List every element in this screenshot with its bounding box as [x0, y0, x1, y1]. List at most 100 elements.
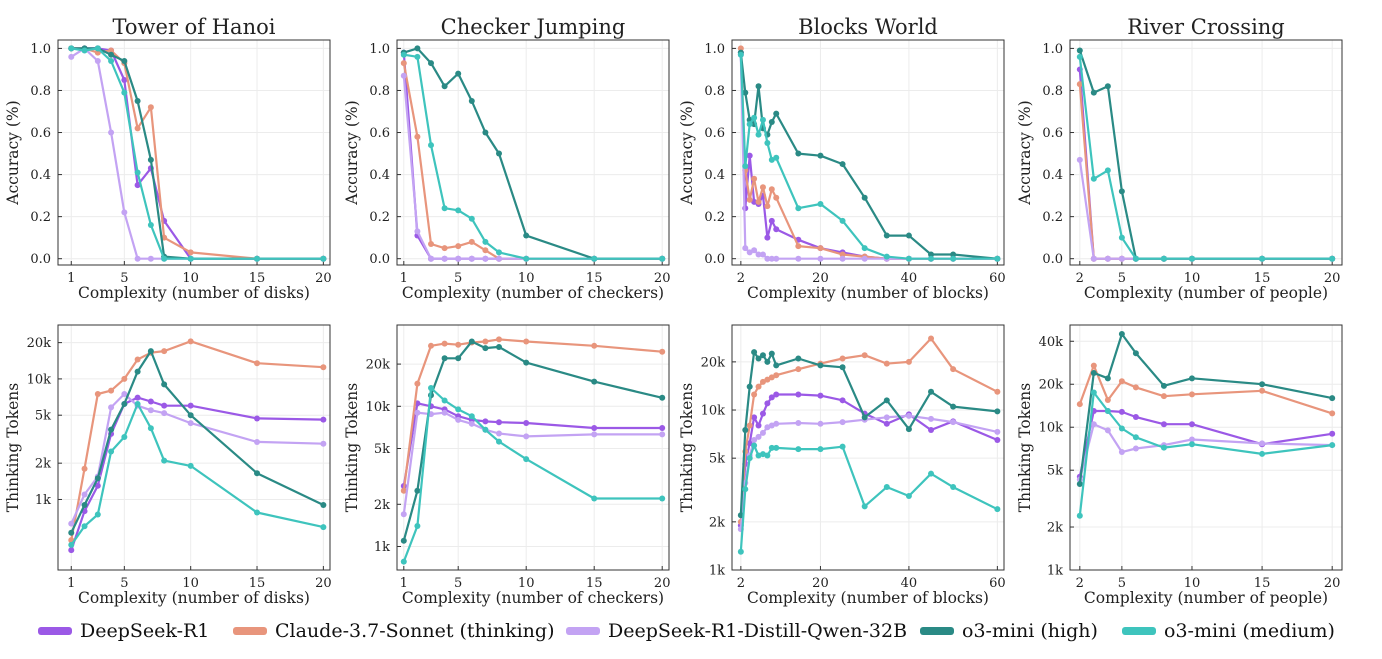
data-point	[742, 89, 749, 96]
x-tick-label: 60	[989, 271, 1006, 286]
series-line-deepseek-r1-distill-qwen-32b	[70, 47, 324, 260]
data-point	[773, 372, 780, 379]
panel-title: Checker Jumping	[441, 15, 626, 39]
data-point	[759, 378, 766, 385]
data-point	[254, 509, 261, 516]
data-point	[839, 255, 846, 262]
data-point	[428, 60, 434, 67]
x-axis-label: Complexity (number of people)	[1084, 284, 1328, 302]
data-point	[1259, 381, 1266, 388]
x-tick-label: 10	[182, 271, 199, 286]
data-point	[1076, 53, 1083, 60]
data-point	[883, 232, 890, 239]
data-point	[400, 558, 407, 565]
data-point	[768, 444, 775, 451]
data-point	[861, 245, 868, 252]
x-tick-label: 15	[1254, 271, 1271, 286]
y-tick-label: 0.0	[1042, 252, 1063, 267]
x-tick-label: 5	[454, 271, 462, 286]
data-point	[187, 420, 194, 427]
legend-swatch	[233, 627, 267, 635]
data-point	[441, 83, 448, 90]
data-point	[1160, 421, 1167, 428]
data-point	[755, 131, 762, 138]
data-point	[1259, 255, 1266, 262]
data-point	[659, 394, 666, 401]
y-tick-label: 5k	[35, 409, 51, 424]
data-point	[468, 255, 475, 262]
data-point	[817, 420, 824, 427]
series-line-deepseek-r1-distill-qwen-32b	[739, 414, 998, 530]
data-point	[108, 47, 115, 54]
data-point	[1104, 407, 1111, 414]
data-point	[768, 255, 775, 262]
data-point	[81, 465, 88, 472]
data-point	[147, 398, 154, 405]
data-point	[751, 114, 758, 121]
x-tick-label: 1	[67, 271, 75, 286]
data-point	[121, 433, 128, 440]
data-point	[1104, 427, 1111, 434]
data-point	[759, 184, 766, 191]
y-tick-label: 0.4	[704, 168, 725, 183]
data-point	[147, 425, 154, 432]
data-point	[108, 129, 115, 136]
data-point	[1329, 255, 1336, 262]
data-point	[950, 255, 957, 262]
y-tick-label: 0.2	[369, 210, 390, 225]
series-line-o3-mini-high	[402, 340, 663, 541]
x-tick-label: 5	[120, 271, 128, 286]
data-point	[523, 433, 530, 440]
data-point	[121, 209, 128, 216]
data-point	[400, 60, 407, 67]
data-point	[773, 110, 780, 117]
data-point	[161, 402, 168, 409]
data-point	[994, 408, 1001, 415]
legend-swatch	[1122, 627, 1156, 635]
data-point	[254, 415, 261, 422]
panel-4: 2 5 10 15 20 0.0 0.2 0.4 0.6 0.8 1.0 Complexity (nu…	[1016, 15, 1343, 302]
data-point	[468, 420, 475, 427]
series-line-o3-mini-medium	[71, 47, 324, 260]
data-point	[482, 345, 489, 352]
legend-swatch	[920, 627, 954, 635]
x-tick-label: 1	[67, 576, 75, 591]
data-point	[659, 431, 666, 438]
data-point	[482, 426, 489, 433]
data-point	[928, 255, 935, 262]
y-tick-label: 0.4	[30, 168, 51, 183]
data-point	[1118, 449, 1125, 456]
data-point	[795, 150, 802, 157]
data-point	[81, 523, 88, 530]
y-tick-label: 1k	[374, 540, 390, 555]
data-point	[523, 255, 530, 262]
data-point	[1188, 441, 1195, 448]
y-axis-label: Thinking Tokens	[343, 383, 361, 512]
y-axis-label: Accuracy (%)	[343, 100, 361, 205]
data-point	[121, 58, 128, 65]
data-point	[768, 186, 775, 193]
series-line-claude-3-7-sonnet-thinking	[1078, 84, 1333, 260]
data-point	[883, 397, 890, 404]
data-point	[1104, 167, 1111, 174]
data-point	[994, 428, 1001, 435]
x-tick-label: 10	[518, 271, 535, 286]
data-point	[441, 355, 448, 362]
data-point	[320, 416, 327, 423]
data-point	[950, 366, 957, 373]
data-point	[755, 422, 762, 429]
data-point	[147, 156, 154, 163]
panel-8: 2 5 10 15 20 1k 2k 5k 10k 20k 40k Complexity (numbe…	[1016, 324, 1343, 607]
x-tick-label: 20	[654, 576, 671, 591]
y-tick-label: 20k	[701, 355, 726, 370]
x-tick-label: 20	[654, 271, 671, 286]
y-tick-label: 1k	[709, 564, 725, 579]
data-point	[94, 482, 101, 489]
data-point	[817, 255, 824, 262]
data-point	[659, 425, 666, 432]
data-point	[414, 53, 421, 60]
data-point	[1104, 375, 1111, 382]
data-point	[1076, 47, 1083, 54]
data-point	[773, 226, 780, 233]
data-point	[883, 253, 890, 260]
